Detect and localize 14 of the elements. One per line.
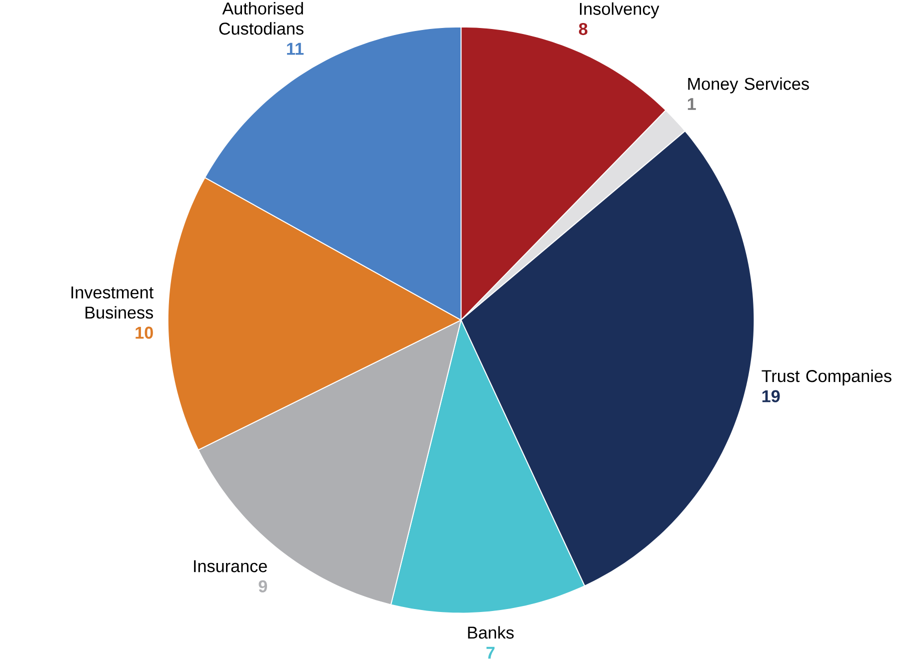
data-label: 7 [486,647,495,659]
data-label: 11 [287,43,304,55]
data-label: 1 [688,98,696,110]
slice-label: Insurance [194,560,267,572]
slice-label: Trust Companies [762,370,892,386]
slice-label: Insolvency [580,2,660,18]
slice-label: Banks [468,626,514,639]
data-label: 9 [258,580,268,593]
slice-label: Investment Business [71,286,154,319]
data-label: 10 [136,326,153,339]
data-label: 19 [762,390,780,402]
slice-label: Money Services [688,78,809,94]
slice-label: Authorised Custodians [219,2,304,35]
data-label: 8 [578,23,588,36]
